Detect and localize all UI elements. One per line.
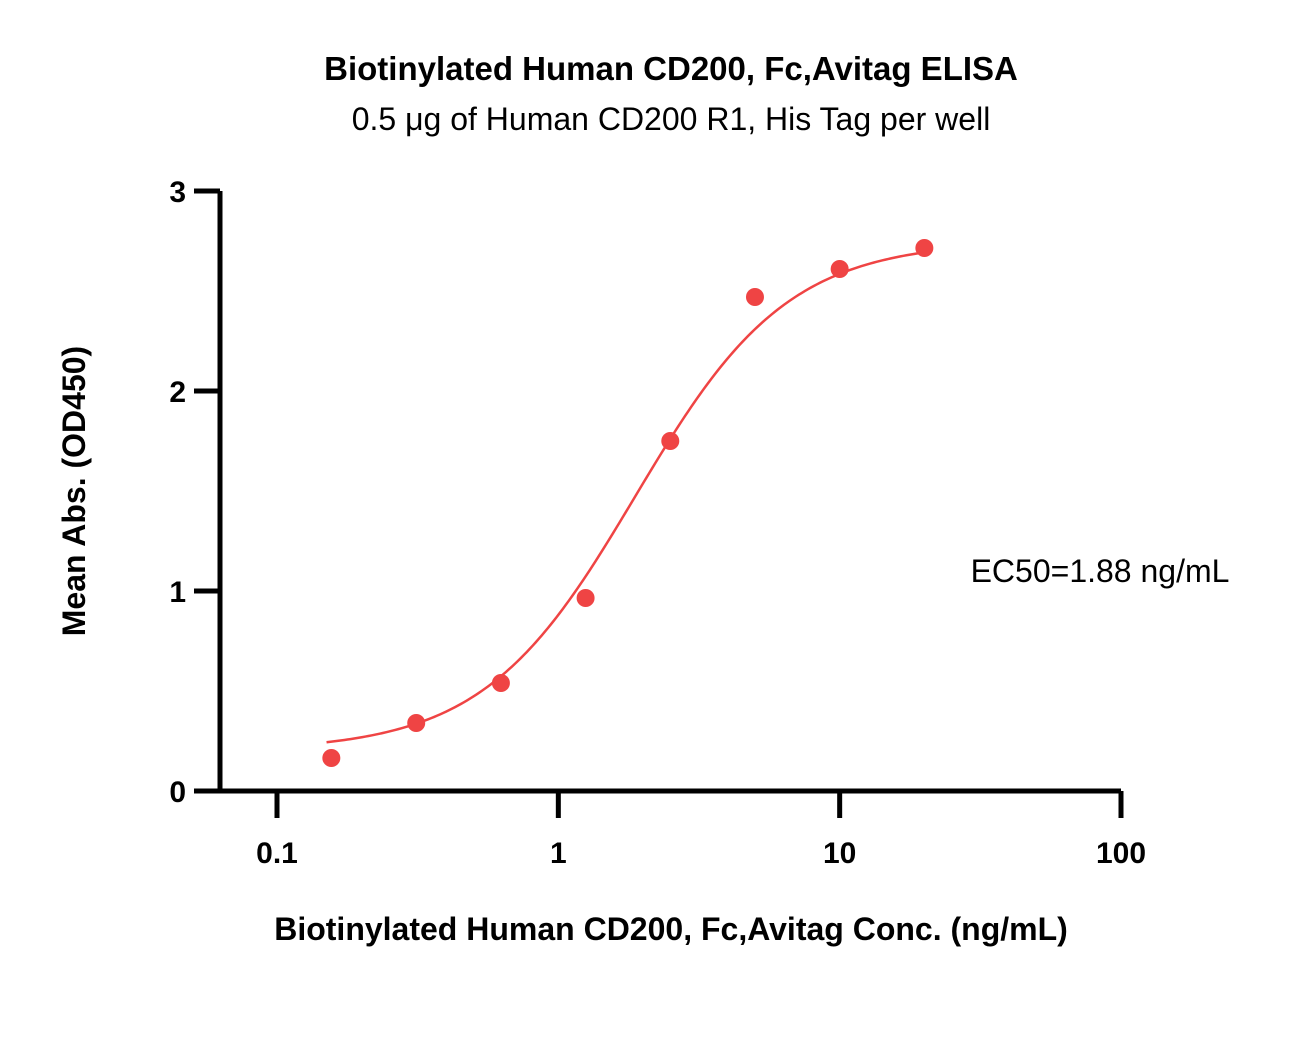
x-tick-label: 10 xyxy=(823,837,856,870)
x-tick-label: 1 xyxy=(550,837,567,870)
x-tick-label: 0.1 xyxy=(256,837,298,870)
x-axis: 0.1 1 10 100 xyxy=(218,788,1146,870)
data-point xyxy=(661,432,680,450)
data-point xyxy=(491,674,510,692)
y-tick-label: 1 xyxy=(169,576,186,609)
chart-subtitle: 0.5 μg of Human CD200 R1, His Tag per we… xyxy=(352,101,991,137)
data-point xyxy=(915,239,934,257)
x-axis-label: Biotinylated Human CD200, Fc,Avitag Conc… xyxy=(274,911,1068,947)
data-point xyxy=(322,749,341,767)
data-point xyxy=(407,714,426,732)
plot-area: 0 1 2 3 0.1 1 10 100 xyxy=(169,176,1146,870)
y-axis-label: Mean Abs. (OD450) xyxy=(56,346,92,636)
x-tick-label: 100 xyxy=(1096,837,1146,870)
y-axis: 0 1 2 3 xyxy=(169,176,223,809)
data-points xyxy=(322,239,934,767)
y-tick-label: 3 xyxy=(169,176,186,209)
data-point xyxy=(830,260,849,278)
chart-title: Biotinylated Human CD200, Fc,Avitag ELIS… xyxy=(324,50,1018,87)
fit-curve-group xyxy=(326,251,925,744)
data-point xyxy=(745,288,764,306)
fit-curve xyxy=(326,251,925,744)
y-tick-label: 2 xyxy=(169,376,186,409)
ec50-annotation: EC50=1.88 ng/mL xyxy=(971,553,1230,589)
data-point xyxy=(576,589,595,607)
y-tick-label: 0 xyxy=(169,776,186,809)
